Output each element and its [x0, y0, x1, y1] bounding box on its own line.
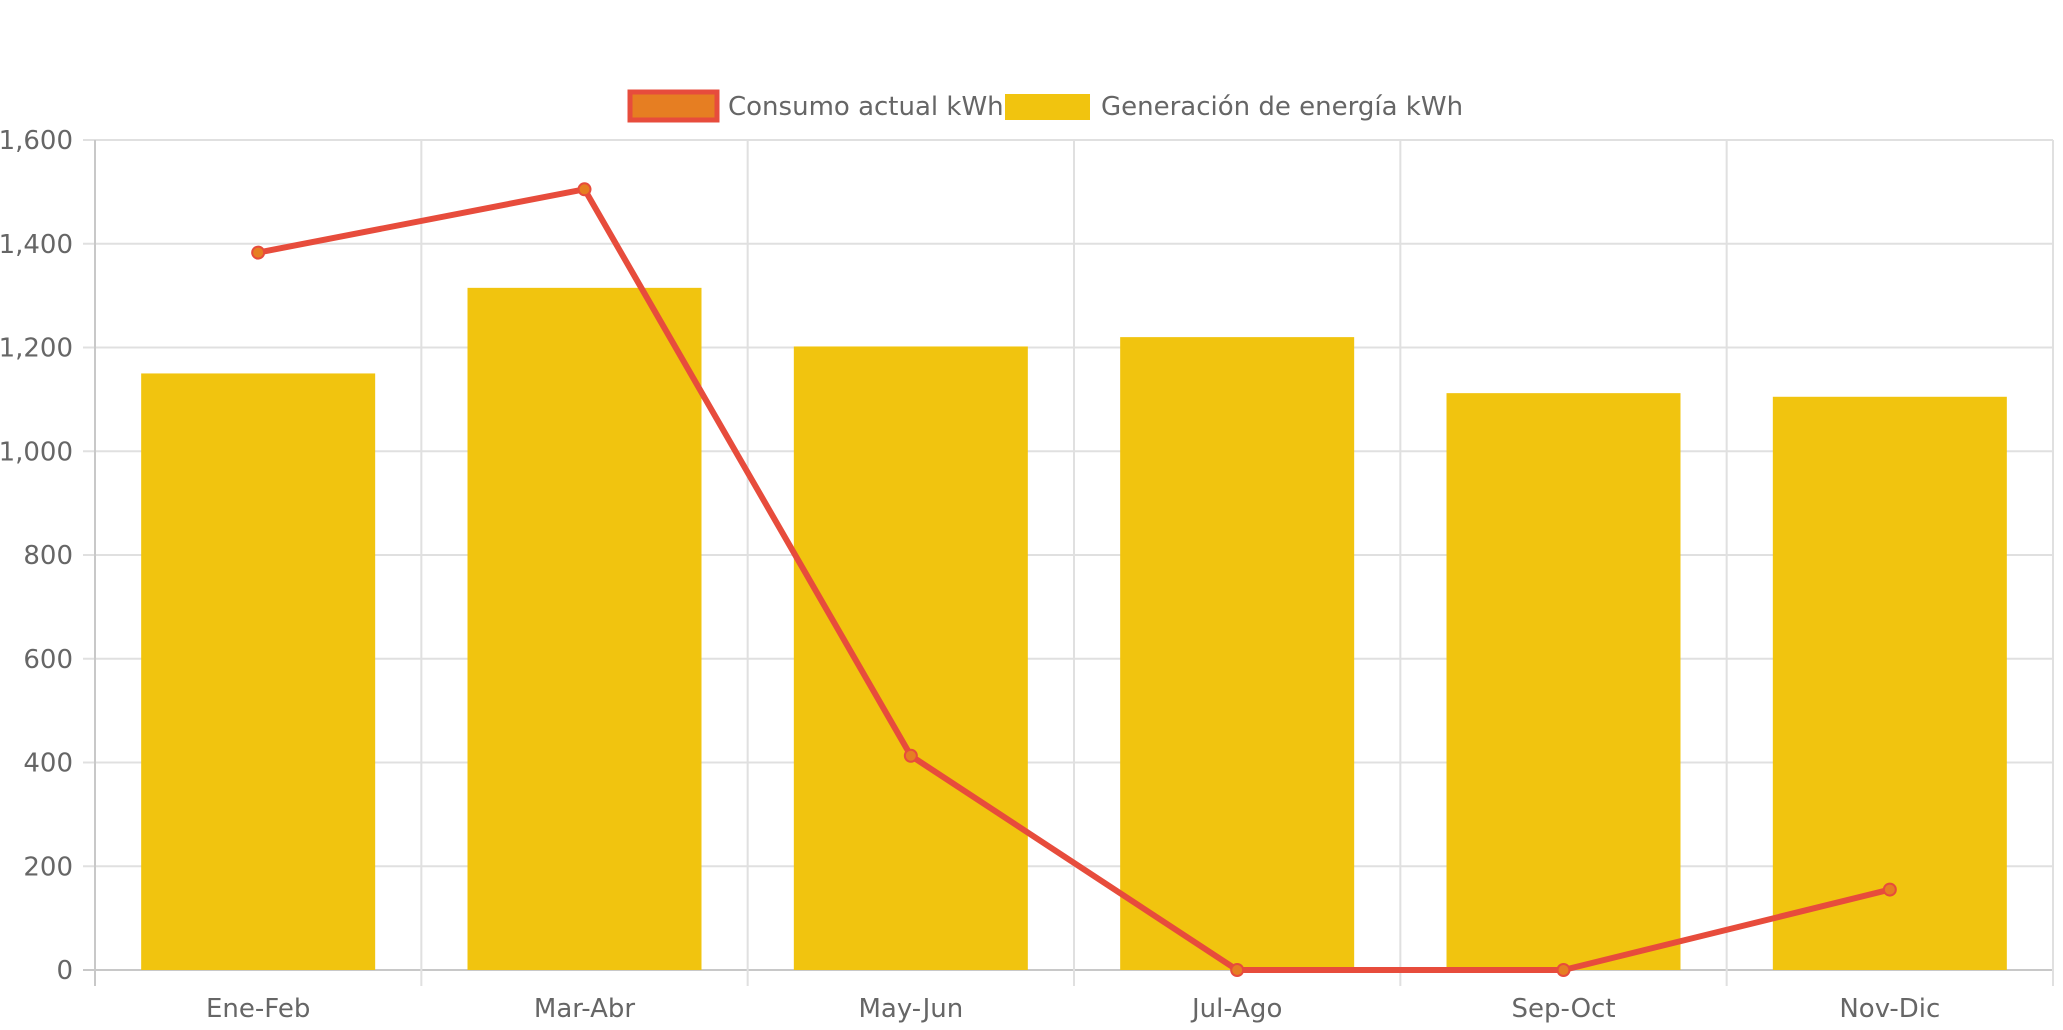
line-path [255, 186, 1893, 973]
y-tick-label: 1,200 [0, 334, 73, 364]
y-tick-label: 400 [23, 749, 73, 779]
line-point[interactable] [903, 748, 918, 763]
y-tick-label: 600 [23, 645, 73, 675]
legend-label-generacion: Generación de energía kWh [1101, 92, 1463, 122]
bar[interactable] [1446, 393, 1681, 970]
bar[interactable] [793, 346, 1028, 970]
bar[interactable] [467, 287, 702, 970]
axes: 0 200 400 600 800 1,000 1,200 1,400 1,600 Ene-Feb… [0, 126, 1940, 1024]
line-series [251, 182, 1897, 977]
x-tick-label: Jul-Ago [1190, 994, 1282, 1024]
y-tick-label: 1,600 [0, 126, 73, 156]
bar[interactable] [1120, 337, 1355, 970]
bar-series [141, 287, 2007, 970]
x-tick-label: Sep-Oct [1511, 994, 1615, 1024]
legend-swatch-generacion [1005, 94, 1090, 120]
legend-item-generacion[interactable]: Generación de energía kWh [1005, 92, 1463, 122]
x-tick-label: Nov-Dic [1839, 994, 1940, 1024]
grid-lines [83, 139, 2054, 986]
legend-label-consumo: Consumo actual kWh [728, 92, 1004, 122]
bar[interactable] [1772, 396, 2007, 970]
line-point[interactable] [1556, 963, 1571, 977]
legend: Consumo actual kWh Generación de energía… [627, 89, 1463, 123]
y-tick-label: 800 [23, 541, 73, 571]
x-tick-label: Ene-Feb [206, 994, 310, 1024]
line-point[interactable] [251, 245, 266, 260]
legend-item-consumo[interactable]: Consumo actual kWh [627, 89, 1004, 123]
legend-swatch-consumo [627, 89, 720, 123]
line-point[interactable] [1882, 882, 1897, 897]
y-tick-label: 1,400 [0, 230, 73, 260]
y-tick-label: 1,000 [0, 437, 73, 467]
y-tick-label: 0 [56, 956, 73, 986]
bar[interactable] [141, 373, 376, 970]
y-tick-label: 200 [23, 852, 73, 882]
x-tick-label: Mar-Abr [534, 994, 635, 1024]
line-point[interactable] [577, 182, 592, 197]
x-tick-label: May-Jun [858, 994, 963, 1024]
line-point[interactable] [1230, 963, 1245, 977]
